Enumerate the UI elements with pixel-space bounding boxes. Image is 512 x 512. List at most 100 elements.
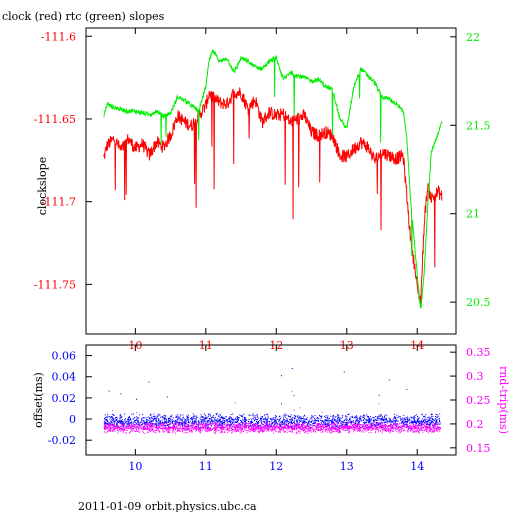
offset-point — [104, 419, 106, 421]
round-trip-point — [267, 429, 269, 431]
round-trip-point — [111, 424, 113, 426]
round-trip-point — [186, 432, 188, 433]
round-trip-point — [199, 430, 201, 432]
round-trip-point — [238, 431, 240, 433]
offset-point — [362, 420, 364, 421]
round-trip-point — [146, 429, 148, 431]
round-trip-point — [368, 427, 370, 429]
offset-point — [195, 426, 197, 427]
round-trip-point — [147, 424, 149, 426]
offset-point — [145, 420, 147, 422]
offset-point — [379, 423, 381, 425]
offset-point — [381, 419, 383, 421]
round-trip-point — [318, 422, 319, 424]
round-trip-point — [146, 427, 148, 429]
round-trip-point — [115, 424, 117, 426]
round-trip-point — [206, 425, 208, 427]
offset-point — [314, 415, 316, 417]
round-trip-point — [301, 429, 303, 431]
offset-point — [165, 425, 167, 427]
offset-point — [194, 415, 196, 417]
offset-point — [279, 415, 281, 417]
round-trip-point — [129, 425, 131, 427]
round-trip-point — [420, 428, 422, 430]
offset-point — [308, 425, 310, 427]
round-trip-point — [209, 429, 211, 431]
round-trip-point — [368, 428, 370, 430]
offset-point — [254, 423, 256, 425]
offset-point — [126, 420, 128, 422]
offset-point — [133, 425, 135, 427]
round-trip-point — [346, 422, 348, 424]
offset-point — [383, 420, 385, 422]
round-trip-point — [352, 428, 354, 430]
round-trip-point — [288, 427, 290, 429]
offset-point — [374, 419, 376, 421]
round-trip-point — [345, 429, 347, 431]
round-trip-point — [415, 424, 416, 426]
offset-point — [274, 419, 276, 421]
round-trip-point — [368, 432, 370, 434]
round-trip-point — [141, 425, 143, 427]
offset-point — [164, 422, 166, 424]
round-trip-point — [331, 429, 333, 431]
offset-point — [290, 426, 292, 428]
offset-point — [120, 419, 122, 421]
round-trip-point — [150, 430, 152, 431]
round-trip-point — [161, 425, 163, 427]
offset-point — [263, 424, 264, 426]
round-trip-point — [284, 426, 286, 428]
offset-point — [363, 414, 365, 416]
offset-point — [278, 419, 280, 421]
round-trip-point — [160, 425, 162, 427]
offset-point — [182, 420, 184, 422]
offset-point — [373, 424, 375, 425]
offset-point — [401, 417, 403, 419]
offset-point — [257, 419, 258, 421]
round-trip-point — [308, 427, 310, 429]
offset-point — [403, 422, 404, 424]
round-trip-point — [361, 427, 363, 428]
offset-point — [233, 423, 235, 425]
offset-point — [285, 416, 287, 418]
round-trip-point — [325, 429, 327, 431]
offset-point — [412, 417, 414, 419]
round-trip-point — [149, 427, 151, 428]
offset-point — [285, 424, 287, 426]
offset-point — [226, 420, 228, 422]
bottom-left-axis-label: offset(ms) — [32, 372, 45, 428]
offset-point — [359, 418, 360, 420]
round-trip-point — [259, 428, 261, 429]
round-trip-point — [227, 432, 228, 434]
offset-point — [157, 413, 159, 415]
offset-point — [368, 420, 370, 422]
round-trip-point — [437, 431, 439, 433]
round-trip-point — [130, 426, 132, 428]
round-trip-point — [383, 424, 385, 426]
round-trip-point — [380, 422, 382, 423]
round-trip-point — [191, 425, 193, 427]
offset-point — [435, 418, 437, 420]
round-trip-point — [117, 429, 119, 431]
round-trip-point — [226, 423, 227, 425]
round-trip-point — [116, 427, 118, 429]
round-trip-point — [305, 425, 307, 427]
offset-point — [405, 421, 407, 423]
round-trip-point — [248, 425, 250, 427]
round-trip-point — [239, 424, 241, 426]
round-trip-point — [304, 429, 306, 431]
round-trip-point — [200, 428, 201, 430]
offset-point — [435, 422, 436, 424]
round-trip-point — [416, 427, 418, 429]
round-trip-point — [251, 429, 253, 431]
offset-point — [107, 416, 109, 418]
offset-point — [272, 417, 274, 419]
round-trip-point — [233, 430, 235, 432]
round-trip-point — [149, 429, 151, 431]
round-trip-point — [404, 430, 406, 431]
offset-point — [202, 422, 204, 424]
offset-point — [190, 418, 192, 420]
round-trip-point — [249, 423, 251, 424]
offset-point — [148, 422, 150, 424]
offset-point — [308, 420, 310, 422]
